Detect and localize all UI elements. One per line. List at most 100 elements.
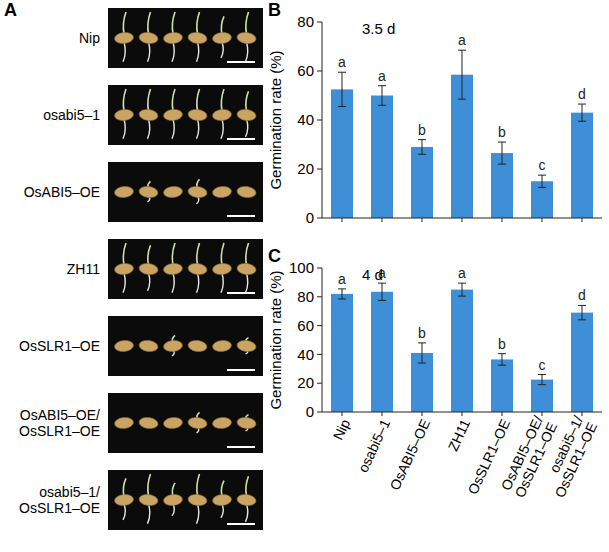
photo-row	[108, 470, 263, 530]
error-bar	[378, 86, 386, 106]
seed	[212, 186, 232, 199]
photo-background	[108, 316, 263, 376]
x-tick-label-line: OsSLR1–OE	[551, 420, 600, 500]
shoot	[172, 243, 175, 265]
root	[197, 119, 199, 139]
bar	[571, 313, 593, 412]
error-cap	[458, 296, 466, 297]
root	[148, 119, 150, 139]
x-tick	[462, 412, 463, 416]
shoot	[148, 474, 151, 496]
shoot	[123, 243, 126, 265]
error-cap	[578, 104, 586, 105]
x-tick-label-group: ZH11	[445, 416, 474, 453]
shoot	[148, 245, 151, 265]
root	[123, 273, 125, 293]
shoot	[246, 243, 249, 265]
error-bar	[498, 354, 506, 366]
y-tick	[317, 169, 322, 170]
shoot	[246, 476, 249, 496]
seed	[114, 186, 134, 199]
seed	[114, 32, 134, 45]
error-cap	[338, 72, 346, 73]
scale-bar	[227, 292, 255, 294]
y-tick	[317, 354, 322, 355]
seed	[114, 340, 134, 353]
y-axis-title: Germination rate (%)	[267, 50, 284, 189]
error-cap	[578, 319, 586, 320]
error-bar	[338, 289, 346, 299]
error-cap	[458, 99, 466, 100]
seed	[187, 108, 207, 122]
error-cap	[498, 164, 506, 165]
error-bar	[458, 50, 466, 99]
photo-background	[108, 470, 263, 530]
root	[197, 273, 199, 293]
root	[172, 42, 174, 62]
seed	[163, 186, 183, 199]
seed	[212, 494, 232, 507]
bars	[331, 50, 593, 218]
shoot	[172, 89, 175, 111]
seed	[236, 185, 256, 199]
root	[246, 504, 248, 522]
error-line	[502, 354, 503, 366]
photo-background	[108, 85, 263, 145]
shoot	[197, 474, 200, 496]
row-label: OsSLR1–OE	[19, 338, 100, 354]
seed	[138, 108, 158, 122]
shoot	[148, 12, 151, 34]
error-cap	[458, 283, 466, 284]
y-tick	[317, 218, 322, 219]
root	[123, 504, 125, 520]
root	[221, 119, 223, 139]
y-tick-label: 0	[306, 209, 314, 226]
root	[123, 119, 125, 139]
error-cap	[378, 85, 386, 86]
significance-letter: b	[498, 336, 506, 352]
row-label-line: OsABI5–OE/	[20, 407, 100, 423]
bar	[571, 113, 593, 218]
y-tick-label: 60	[297, 62, 314, 79]
row-label-line: osabi5–1	[43, 107, 100, 123]
error-bar	[458, 283, 466, 296]
seed	[187, 416, 207, 430]
x-tick	[342, 218, 343, 222]
y-tick	[317, 71, 322, 72]
error-line	[342, 72, 343, 106]
root	[221, 504, 223, 518]
error-line	[542, 375, 543, 385]
x-tick-label-group: OsABI5–OE	[386, 417, 433, 493]
error-cap	[578, 121, 586, 122]
bars	[331, 283, 593, 412]
error-line	[502, 142, 503, 164]
seed	[138, 31, 158, 45]
significance-letter: c	[539, 157, 546, 173]
error-cap	[378, 105, 386, 106]
x-tick-label: osabi5–1/OsSLR1–OE	[537, 413, 600, 500]
x-tick-label-line: osabi5–1	[355, 416, 394, 474]
root	[221, 273, 223, 293]
y-tick-label: 20	[297, 374, 314, 391]
y-tick-label: 80	[297, 13, 314, 30]
x-tick	[502, 218, 503, 222]
y-tick-label: 0	[306, 403, 314, 420]
chart-panel: Caababcd020406080100Germination rate (%)…	[267, 246, 602, 500]
error-bar	[418, 343, 426, 363]
seed	[163, 32, 183, 45]
x-tick	[542, 412, 543, 416]
row-label: OsABI5–OE/OsSLR1–OE	[19, 407, 100, 439]
x-tick	[462, 218, 463, 222]
significance-letter: d	[578, 86, 586, 102]
x-tick-label: ZH11	[445, 416, 474, 453]
seed	[187, 185, 207, 199]
seed	[236, 416, 256, 430]
scale-bar	[227, 369, 255, 371]
seed	[187, 493, 207, 507]
error-bar	[338, 72, 346, 106]
significance-letter: c	[539, 357, 546, 373]
bar	[491, 359, 513, 412]
annotation: 4 d	[362, 266, 383, 283]
shoot	[123, 89, 126, 111]
shoot	[197, 243, 200, 265]
